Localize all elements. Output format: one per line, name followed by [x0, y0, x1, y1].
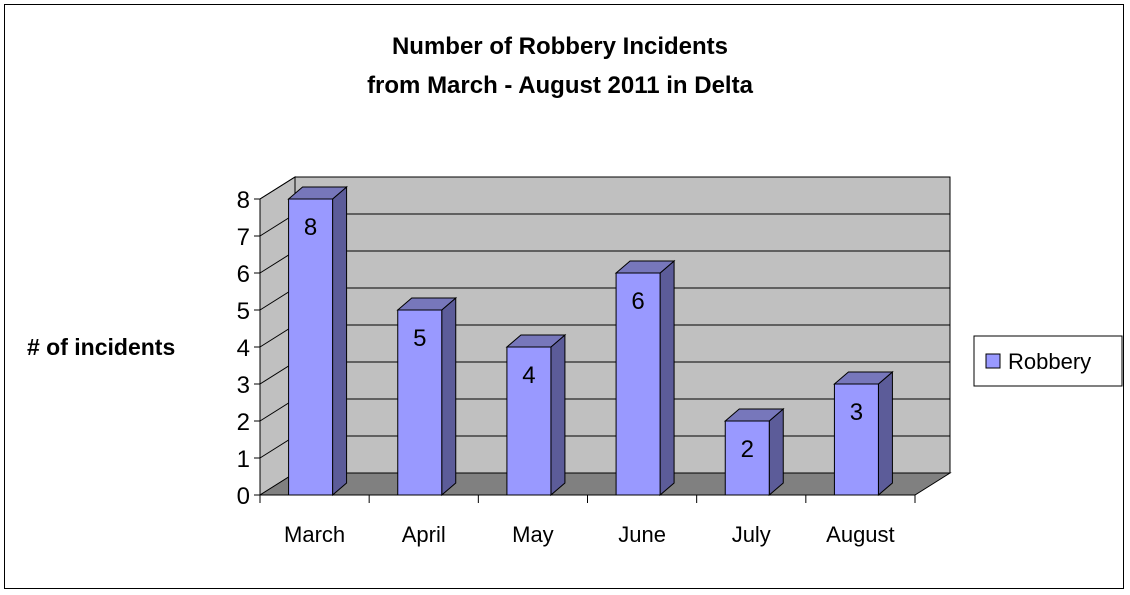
y-tick-label: 5 [237, 298, 250, 325]
x-tick-label: July [732, 522, 771, 547]
bar-data-label: 5 [413, 325, 426, 352]
bar [506, 346, 552, 496]
x-tick-label: May [512, 522, 554, 547]
legend: Robbery [973, 335, 1123, 387]
y-tick-label: 1 [237, 446, 250, 473]
bar-side [441, 296, 457, 497]
bar-side [877, 370, 893, 497]
bar [833, 383, 879, 496]
x-tick-label: April [402, 522, 446, 547]
plot-area: 0 1 2 3 4 5 6 7 8 8 March 5 April 4 May 6 June 2 July 3 Augu… [237, 176, 952, 547]
x-tick-label: March [284, 522, 345, 547]
bar-data-label: 2 [741, 436, 754, 463]
bar-data-label: 8 [304, 214, 317, 241]
gridline [259, 176, 950, 200]
bar [724, 420, 770, 496]
y-tick-label: 3 [237, 372, 250, 399]
bar [288, 198, 334, 496]
legend-swatch [985, 353, 1001, 369]
bar-side [768, 407, 784, 497]
bar-side [550, 333, 566, 497]
bar [615, 272, 661, 496]
bar [397, 309, 443, 496]
chart-frame: Number of Robbery Incidents from March -… [4, 4, 1124, 589]
x-tick-label: June [618, 522, 666, 547]
chart-title-line-2: from March - August 2011 in Delta [367, 72, 754, 99]
y-tick-label: 4 [237, 335, 250, 362]
chart-title-line-1: Number of Robbery Incidents [392, 33, 728, 60]
bar-side [332, 185, 348, 497]
y-tick-label: 7 [237, 224, 250, 251]
y-tick-label: 2 [237, 409, 250, 436]
bar-data-label: 6 [631, 288, 644, 315]
legend-label: Robbery [1008, 349, 1091, 374]
y-tick-label: 8 [237, 187, 250, 214]
y-axis-label: # of incidents [27, 334, 175, 360]
chart-canvas: Number of Robbery Incidents from March -… [27, 33, 1123, 547]
y-tick-label: 0 [237, 483, 250, 510]
y-tick-label: 6 [237, 261, 250, 288]
bar-side [659, 259, 675, 497]
bar-data-label: 4 [522, 362, 535, 389]
bar-data-label: 3 [850, 399, 863, 426]
x-tick-label: August [826, 522, 895, 547]
